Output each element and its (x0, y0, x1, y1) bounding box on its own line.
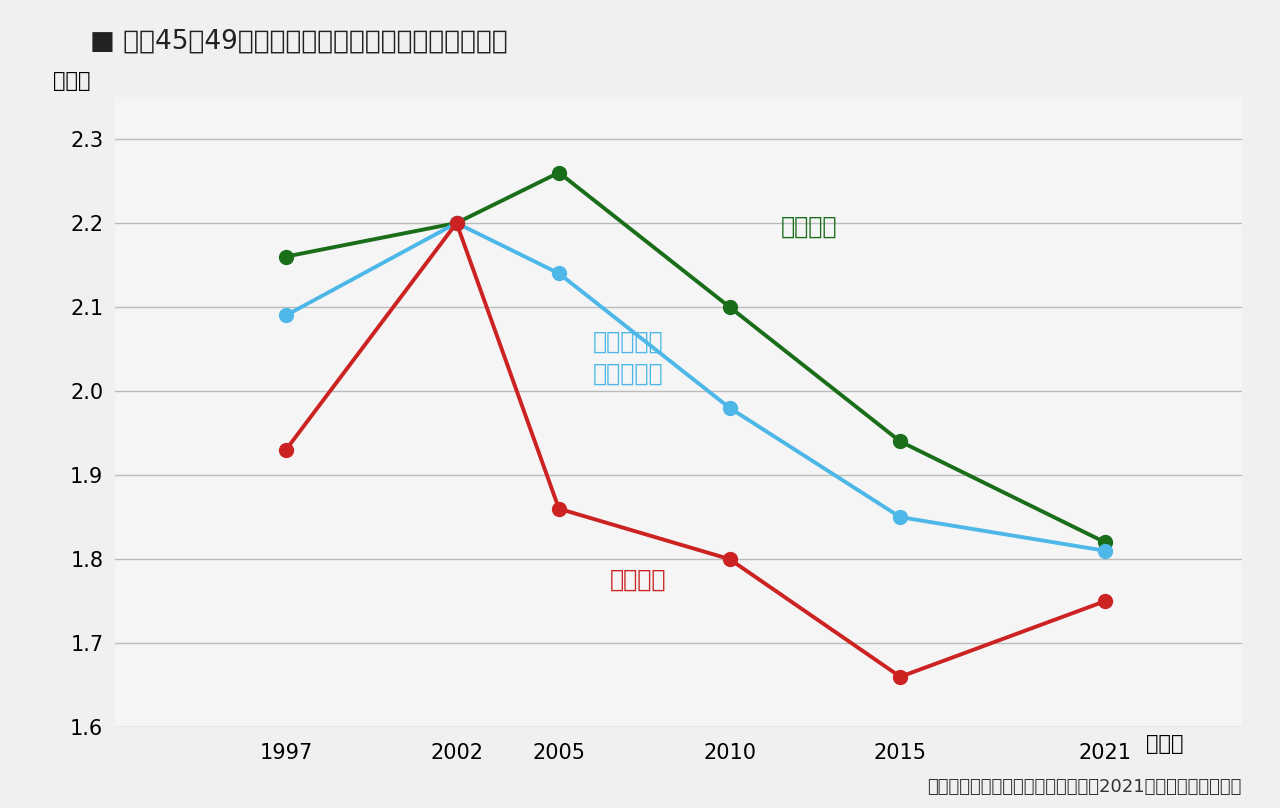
Text: 大学以上: 大学以上 (611, 568, 667, 592)
Text: 出典：国立社会保障・人口問題研究2021年出生動向基本調査: 出典：国立社会保障・人口問題研究2021年出生動向基本調査 (927, 778, 1242, 796)
Text: （人）: （人） (54, 70, 91, 90)
Text: （年）: （年） (1146, 734, 1184, 754)
Text: ■ 妻（45～49歳）の最終学歴別に見た出生子ども数: ■ 妻（45～49歳）の最終学歴別に見た出生子ども数 (90, 28, 507, 54)
Text: 専修学校・
短大・高専: 専修学校・ 短大・高専 (593, 330, 664, 385)
Text: 中学高校: 中学高校 (781, 215, 837, 239)
